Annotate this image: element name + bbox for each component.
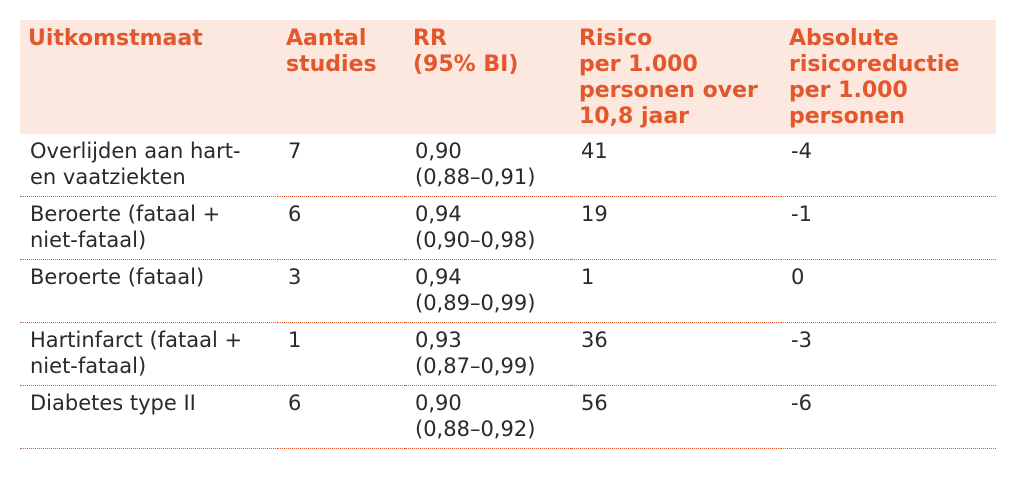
rr-cell: 0,90 (0,88–0,92) <box>405 385 571 449</box>
results-table-container: Uitkomstmaat Aantal studies RR (95% BI) … <box>20 20 996 449</box>
table-row: Diabetes type II 6 0,90 (0,88–0,92) 56 -… <box>20 385 996 449</box>
studies-cell: 3 <box>278 259 405 323</box>
risk-cell: 1 <box>571 259 781 323</box>
studies-cell: 1 <box>278 322 405 386</box>
header-absolute-risk-reduction: Absolute risicoreductie per 1.000 person… <box>789 26 960 129</box>
table-row: Overlijden aan hart- en vaatziekten 7 0,… <box>20 134 996 197</box>
table-row: Beroerte (fataal) 3 0,94 (0,89–0,99) 1 0 <box>20 259 996 323</box>
studies-cell: 6 <box>278 196 405 260</box>
rr-cell: 0,94 (0,90–0,98) <box>405 196 571 260</box>
rr-cell: 0,94 (0,89–0,99) <box>405 259 571 323</box>
arr-cell: -4 <box>781 134 996 197</box>
arr-cell: -1 <box>781 196 996 260</box>
table-header-row: Uitkomstmaat Aantal studies RR (95% BI) … <box>20 20 996 134</box>
rr-cell: 0,90 (0,88–0,91) <box>405 134 571 197</box>
table-row: Hartinfarct (fataal + niet-fataal) 1 0,9… <box>20 322 996 386</box>
risk-cell: 19 <box>571 196 781 260</box>
arr-cell: 0 <box>781 259 996 323</box>
arr-cell: -3 <box>781 322 996 386</box>
rr-cell: 0,93 (0,87–0,99) <box>405 322 571 386</box>
outcome-cell: Beroerte (fataal) <box>20 259 278 323</box>
header-studies: Aantal studies <box>286 26 377 77</box>
outcome-cell: Diabetes type II <box>20 385 278 449</box>
results-table: Uitkomstmaat Aantal studies RR (95% BI) … <box>20 20 996 449</box>
outcome-cell: Hartinfarct (fataal + niet-fataal) <box>20 322 278 386</box>
risk-cell: 56 <box>571 385 781 449</box>
risk-cell: 41 <box>571 134 781 197</box>
header-rr: RR (95% BI) <box>413 26 519 77</box>
header-outcome: Uitkomstmaat <box>28 26 203 51</box>
header-risk: Risico per 1.000 personen over 10,8 jaar <box>579 26 758 129</box>
studies-cell: 6 <box>278 385 405 449</box>
table-row: Beroerte (fataal + niet-fataal) 6 0,94 (… <box>20 196 996 260</box>
studies-cell: 7 <box>278 134 405 197</box>
outcome-cell: Beroerte (fataal + niet-fataal) <box>20 196 278 260</box>
outcome-cell: Overlijden aan hart- en vaatziekten <box>20 134 278 197</box>
arr-cell: -6 <box>781 385 996 449</box>
risk-cell: 36 <box>571 322 781 386</box>
